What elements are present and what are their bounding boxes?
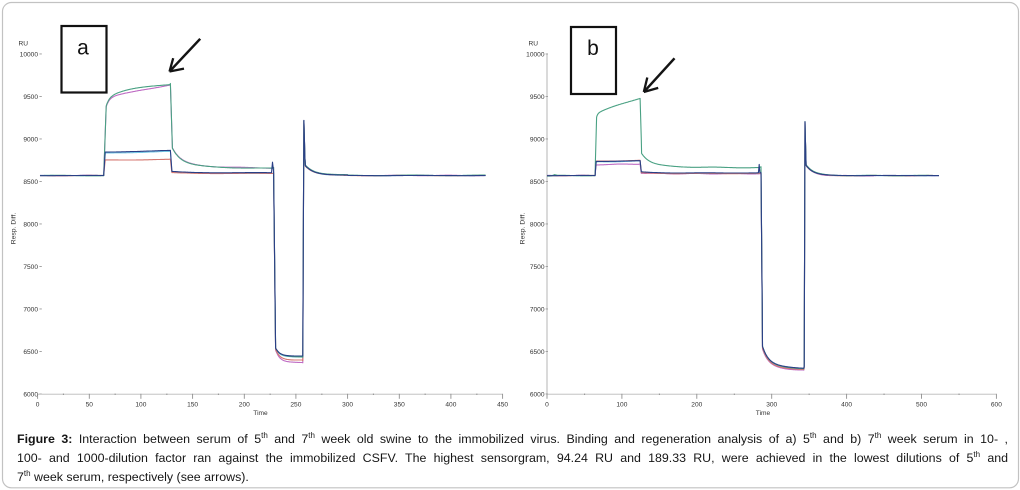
svg-text:9500: 9500 (23, 94, 38, 101)
svg-text:8500: 8500 (23, 179, 38, 186)
svg-text:8500: 8500 (530, 179, 545, 186)
svg-text:200: 200 (691, 402, 702, 409)
svg-text:7000: 7000 (23, 306, 38, 313)
svg-text:400: 400 (445, 402, 456, 409)
svg-text:50: 50 (86, 402, 94, 409)
svg-text:9000: 9000 (530, 136, 545, 143)
svg-text:10000: 10000 (526, 51, 545, 58)
svg-text:400: 400 (841, 402, 852, 409)
svg-text:7500: 7500 (23, 264, 38, 271)
svg-text:0: 0 (545, 402, 549, 409)
svg-text:350: 350 (394, 402, 405, 409)
svg-text:RU: RU (529, 40, 539, 47)
svg-text:9000: 9000 (23, 136, 38, 143)
svg-text:8000: 8000 (23, 221, 38, 228)
svg-text:Time: Time (253, 410, 268, 417)
svg-text:300: 300 (766, 402, 777, 409)
svg-text:250: 250 (290, 402, 301, 409)
svg-text:500: 500 (916, 402, 927, 409)
svg-text:8000: 8000 (530, 221, 545, 228)
svg-text:RU: RU (19, 40, 29, 47)
svg-text:7000: 7000 (530, 306, 545, 313)
svg-text:Resp. Diff.: Resp. Diff. (11, 213, 18, 245)
svg-text:150: 150 (187, 402, 198, 409)
svg-text:0: 0 (36, 402, 40, 409)
svg-text:7500: 7500 (530, 264, 545, 271)
svg-text:450: 450 (497, 402, 508, 409)
svg-text:6000: 6000 (530, 391, 545, 398)
svg-text:6500: 6500 (530, 349, 545, 356)
svg-text:Resp. Diff.: Resp. Diff. (520, 213, 527, 245)
svg-text:200: 200 (239, 402, 250, 409)
svg-text:100: 100 (616, 402, 627, 409)
svg-text:9500: 9500 (530, 94, 545, 101)
svg-text:a: a (77, 37, 89, 60)
svg-text:300: 300 (342, 402, 353, 409)
svg-text:600: 600 (991, 402, 1002, 409)
svg-text:Time: Time (756, 410, 771, 417)
svg-text:6500: 6500 (23, 349, 38, 356)
svg-text:100: 100 (135, 402, 146, 409)
svg-text:b: b (587, 37, 599, 60)
svg-text:10000: 10000 (20, 51, 39, 58)
svg-text:6000: 6000 (23, 391, 38, 398)
